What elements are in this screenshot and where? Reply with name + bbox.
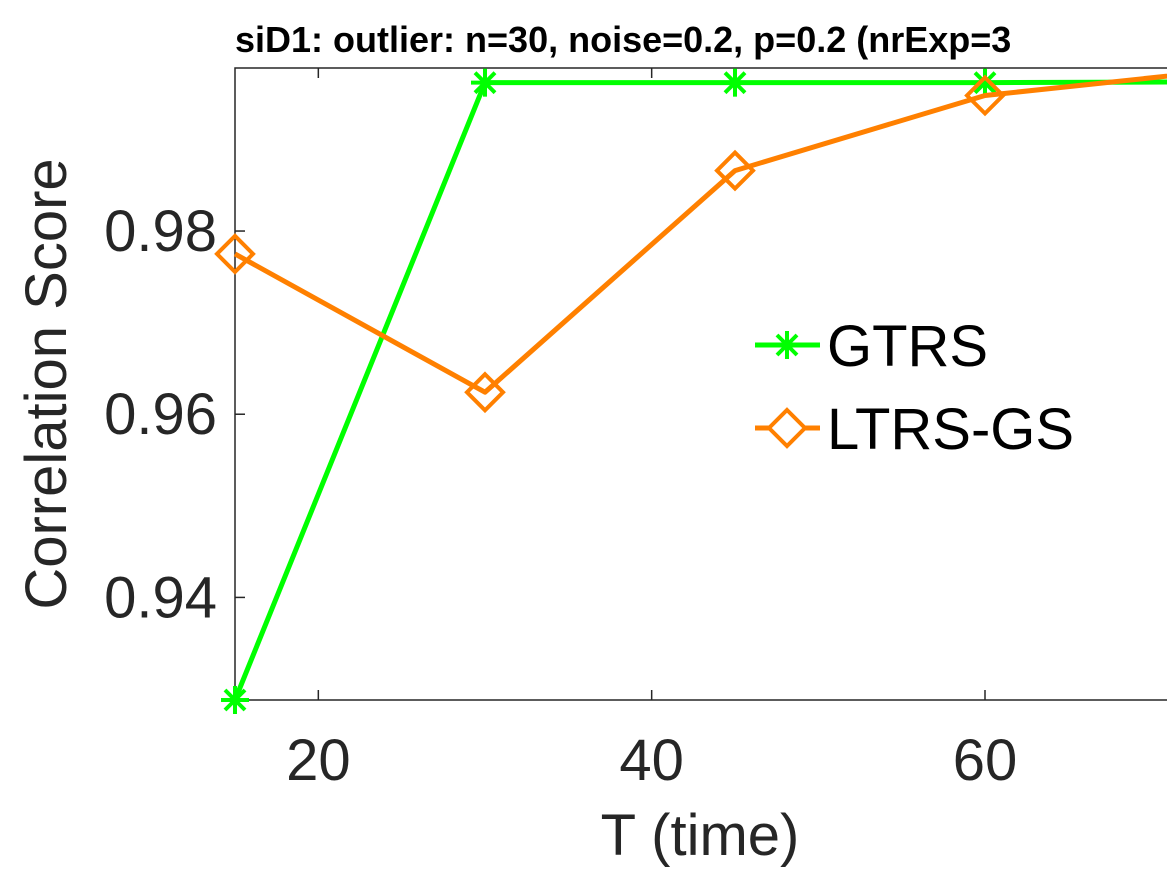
- y-tick-label: 0.96: [104, 382, 217, 447]
- x-axis-label: T (time): [601, 803, 800, 868]
- plot-frame: [234, 67, 1167, 701]
- x-tick-label: 40: [619, 728, 684, 793]
- x-tick-label: 20: [286, 728, 351, 793]
- data-point-gtrs: [221, 686, 249, 714]
- y-tick-label: 0.94: [104, 565, 217, 630]
- data-point-gtrs: [971, 68, 999, 97]
- legend-marker-ltrs-gs: [766, 407, 808, 449]
- y-axis-label: Correlation Score: [14, 158, 79, 609]
- series-layer: [214, 68, 1167, 714]
- x-tick-label: 60: [953, 728, 1018, 793]
- legend-item-gtrs: GTRS: [755, 314, 988, 379]
- data-point-ltrs-gs: [214, 233, 256, 275]
- legend: GTRS LTRS-GS: [755, 314, 1074, 462]
- series-ltrs-gs: [214, 73, 1167, 414]
- data-point-gtrs: [721, 68, 749, 97]
- legend-item-ltrs-gs: LTRS-GS: [755, 397, 1074, 462]
- chart-title: siD1: outlier: n=30, noise=0.2, p=0.2 (n…: [235, 19, 1011, 60]
- data-point-ltrs-gs: [964, 74, 1006, 117]
- data-point-ltrs-gs: [714, 149, 756, 192]
- legend-label-ltrs-gs: LTRS-GS: [827, 397, 1074, 462]
- y-axis-ticks: 0.94 0.96 0.98: [104, 199, 245, 630]
- data-point-gtrs: [471, 68, 499, 97]
- y-tick-label: 0.98: [104, 199, 217, 264]
- series-line-ltrs-gs: [233, 73, 1167, 395]
- x-axis-ticks: 20 40 60: [286, 68, 1017, 793]
- legend-label-gtrs: GTRS: [827, 314, 988, 379]
- plot-area: [234, 67, 1167, 701]
- series-gtrs: [221, 68, 1167, 714]
- legend-marker-gtrs: [773, 331, 801, 359]
- data-point-ltrs-gs: [464, 371, 506, 414]
